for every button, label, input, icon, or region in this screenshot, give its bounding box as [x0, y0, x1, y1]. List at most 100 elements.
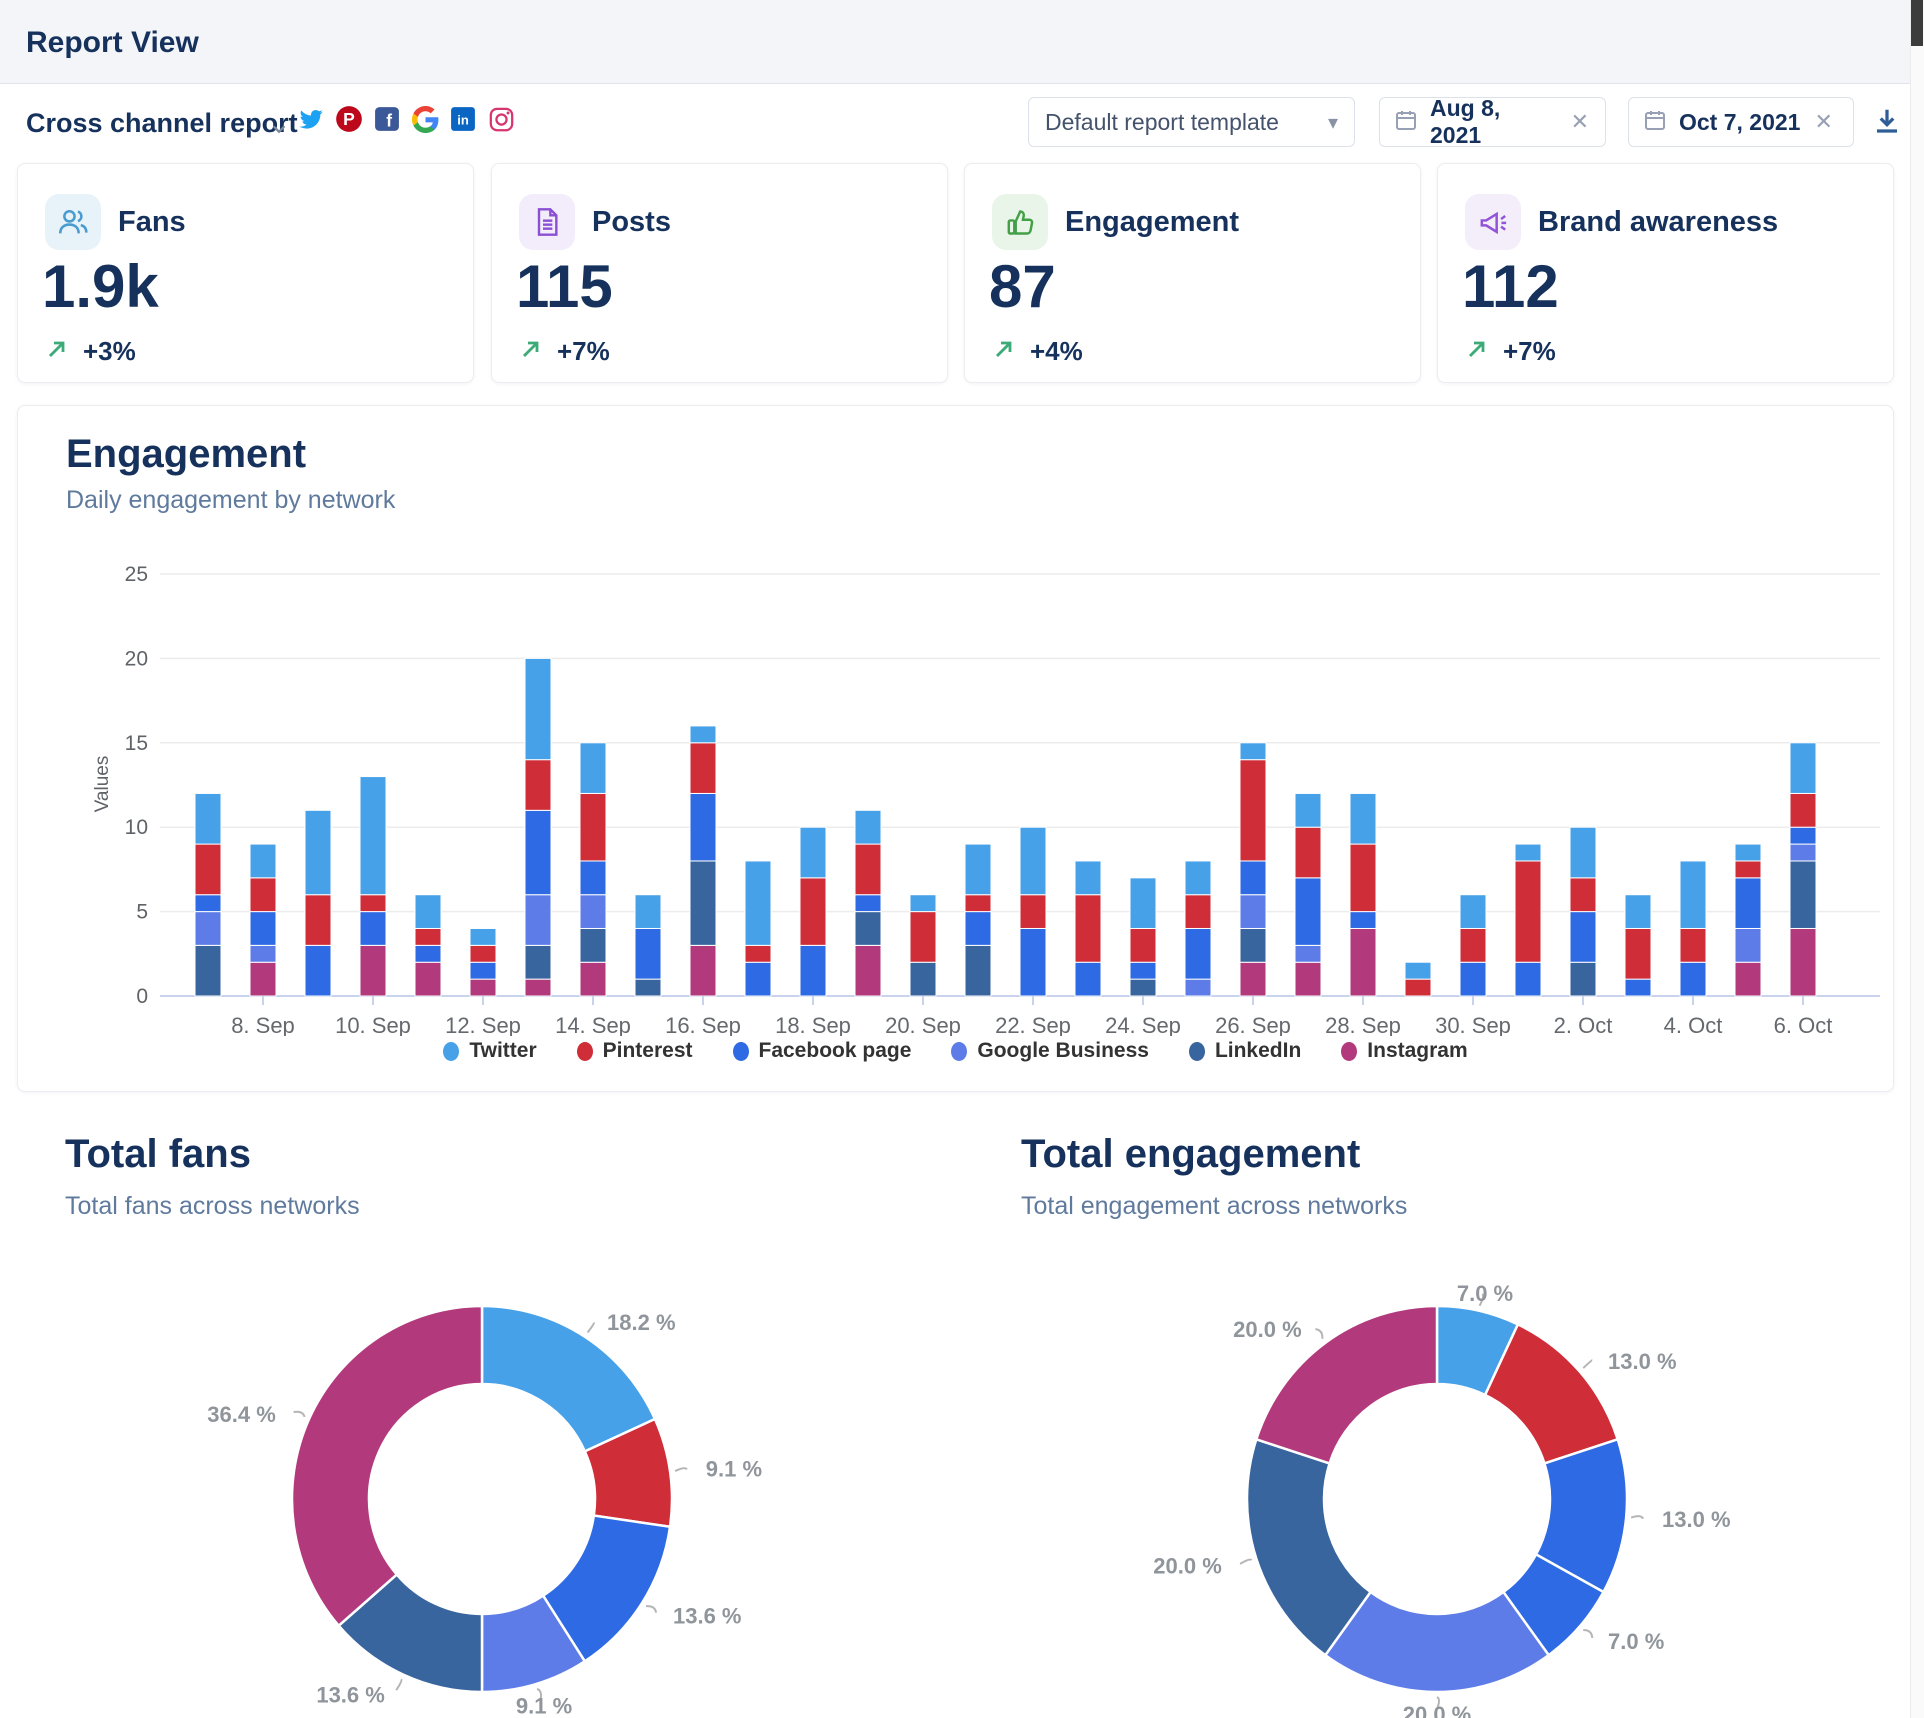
svg-text:9.1 %: 9.1 %	[516, 1693, 572, 1718]
legend-label: Twitter	[469, 1039, 537, 1062]
svg-text:20. Sep: 20. Sep	[885, 1013, 961, 1036]
svg-text:20.0 %: 20.0 %	[1153, 1553, 1222, 1578]
scrollbar-thumb[interactable]	[1911, 0, 1923, 46]
template-select-value: Default report template	[1045, 108, 1279, 135]
svg-text:8. Sep: 8. Sep	[231, 1013, 295, 1036]
instagram-icon[interactable]	[486, 104, 516, 134]
stat-card: Brand awareness 112 +7%	[1437, 163, 1894, 383]
legend-item-instagram[interactable]: Instagram	[1341, 1039, 1468, 1063]
legend-item-linkedin[interactable]: LinkedIn	[1188, 1039, 1302, 1063]
legend-item-pinterest[interactable]: Pinterest	[576, 1039, 693, 1063]
download-report-button[interactable]	[1872, 106, 1902, 141]
engagement-chart-subtitle: Daily engagement by network	[66, 486, 396, 514]
svg-text:13.0 %: 13.0 %	[1608, 1349, 1677, 1374]
legend-label: Google Business	[977, 1039, 1149, 1062]
calendar-icon	[1643, 108, 1667, 137]
trend-up-icon	[992, 337, 1016, 366]
chevron-down-icon[interactable]	[268, 118, 290, 145]
engagement-chart-title: Engagement	[66, 432, 307, 476]
trend-value: +4%	[1030, 336, 1083, 366]
date-from-value: Aug 8, 2021	[1430, 95, 1501, 148]
trend-up-icon	[519, 337, 543, 366]
legend-item-google-business[interactable]: Google Business	[951, 1039, 1149, 1063]
pinterest-icon[interactable]: P	[334, 104, 364, 134]
clear-date-to-icon[interactable]: ✕	[1814, 109, 1833, 134]
legend-label: Instagram	[1367, 1039, 1468, 1062]
page-scrollbar[interactable]	[1910, 0, 1924, 1718]
report-template-select[interactable]: Default report template ▾	[1028, 97, 1355, 147]
legend-dot	[1188, 1041, 1205, 1061]
stat-value: 87	[989, 253, 1056, 320]
facebook-icon[interactable]: f	[372, 104, 402, 134]
svg-text:in: in	[457, 112, 469, 127]
stat-label: Fans	[118, 206, 186, 238]
svg-text:28. Sep: 28. Sep	[1325, 1013, 1401, 1036]
legend-item-facebook-page[interactable]: Facebook page	[732, 1039, 912, 1063]
svg-text:9.1 %: 9.1 %	[706, 1457, 762, 1482]
trend-value: +7%	[557, 336, 610, 366]
svg-text:10: 10	[125, 816, 148, 839]
calendar-icon	[1394, 108, 1418, 137]
svg-text:16. Sep: 16. Sep	[665, 1013, 741, 1036]
svg-text:5: 5	[136, 901, 148, 924]
stat-label: Brand awareness	[1538, 206, 1779, 238]
svg-text:26. Sep: 26. Sep	[1215, 1013, 1291, 1036]
megaphone-icon	[1465, 194, 1521, 250]
total-fans-title: Total fans	[65, 1132, 251, 1176]
legend-dot	[576, 1041, 593, 1061]
daily-engagement-bar-chart: 0 5 10 15 20 25 Values 8. Sep 10. Sep 12. Sep 14. …	[92, 563, 1880, 1036]
date-to-value: Oct 7, 2021	[1679, 108, 1801, 135]
report-name: Cross channel report	[26, 108, 298, 138]
svg-text:24. Sep: 24. Sep	[1105, 1013, 1181, 1036]
linkedin-icon[interactable]: in	[448, 104, 478, 134]
users-icon	[45, 194, 101, 250]
page-title: Report View	[26, 26, 199, 59]
svg-text:12. Sep: 12. Sep	[445, 1013, 521, 1036]
svg-text:6. Oct: 6. Oct	[1774, 1013, 1833, 1036]
report-toolbar: Cross channel report P f in Default repo…	[0, 84, 1924, 164]
svg-text:25: 25	[125, 563, 148, 586]
svg-text:2. Oct: 2. Oct	[1554, 1013, 1613, 1036]
svg-text:13.6 %: 13.6 %	[673, 1603, 742, 1628]
legend-item-twitter[interactable]: Twitter	[443, 1039, 537, 1063]
legend-label: LinkedIn	[1214, 1039, 1302, 1062]
svg-text:13.0 %: 13.0 %	[1662, 1507, 1731, 1532]
legend-label: Facebook page	[758, 1039, 912, 1062]
google-icon[interactable]	[410, 104, 440, 134]
stat-value: 112	[1462, 253, 1559, 320]
legend-dot	[443, 1041, 460, 1061]
svg-text:7.0 %: 7.0 %	[1608, 1629, 1664, 1654]
chart-legend: Twitter Pinterest Facebook page Google B…	[18, 1039, 1893, 1063]
svg-text:20: 20	[125, 647, 148, 670]
legend-dot	[1341, 1041, 1358, 1061]
date-to-picker[interactable]: Oct 7, 2021 ✕	[1628, 97, 1854, 147]
svg-text:10. Sep: 10. Sep	[335, 1013, 411, 1036]
svg-text:P: P	[343, 109, 355, 129]
total-engagement-subtitle: Total engagement across networks	[1021, 1192, 1408, 1220]
svg-text:36.4 %: 36.4 %	[207, 1402, 275, 1427]
trend-value: +7%	[1503, 336, 1556, 366]
date-from-picker[interactable]: Aug 8, 2021 ✕	[1379, 95, 1606, 148]
svg-text:14. Sep: 14. Sep	[555, 1013, 631, 1036]
legend-dot	[951, 1041, 968, 1061]
stat-label: Posts	[592, 206, 671, 238]
svg-text:20.0 %: 20.0 %	[1403, 1702, 1472, 1718]
svg-text:7.0 %: 7.0 %	[1457, 1281, 1513, 1306]
svg-text:13.6 %: 13.6 %	[316, 1683, 385, 1708]
svg-text:18.2 %: 18.2 %	[607, 1310, 676, 1335]
svg-text:0: 0	[136, 985, 148, 1008]
twitter-icon[interactable]	[296, 104, 326, 134]
stat-card: Fans 1.9k +3%	[17, 163, 474, 383]
svg-text:30. Sep: 30. Sep	[1435, 1013, 1511, 1036]
top-bar: Report View	[0, 0, 1924, 84]
engagement-chart-card: Engagement Daily engagement by network 0…	[17, 405, 1894, 1092]
thumb-up-icon	[992, 194, 1048, 250]
total-fans-donut-chart: 18.2 % 9.1 % 13.6 % 9.1 % 13.6 % 36.4 %	[207, 1304, 762, 1718]
social-icons-row: P f in	[296, 104, 516, 134]
legend-label: Pinterest	[602, 1039, 693, 1062]
trend-up-icon	[45, 337, 69, 366]
svg-text:18. Sep: 18. Sep	[775, 1013, 851, 1036]
svg-text:22. Sep: 22. Sep	[995, 1013, 1071, 1036]
trend-up-icon	[1465, 337, 1489, 366]
clear-date-from-icon[interactable]: ✕	[1570, 109, 1589, 134]
